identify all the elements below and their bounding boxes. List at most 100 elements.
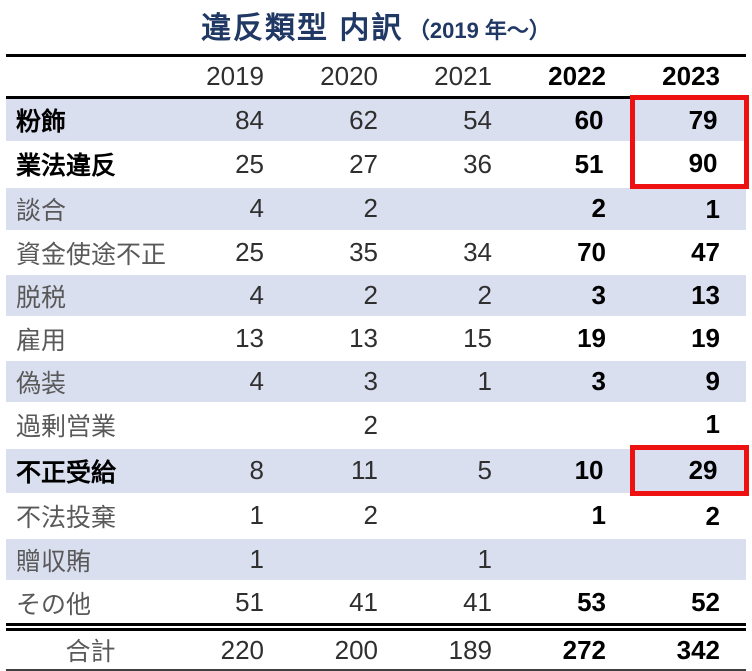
- cell: [404, 186, 518, 232]
- cell: 1: [176, 538, 290, 582]
- cell: 3: [290, 360, 404, 404]
- cell: [518, 538, 632, 582]
- table-row-zoshuwai: 贈収賄 1 1: [6, 538, 746, 582]
- total-cell: 220: [176, 623, 290, 670]
- total-cell: 272: [518, 623, 632, 670]
- table-row-gyoho-ihan: 業法違反 25 27 36 51 90: [6, 142, 749, 189]
- cell: 1: [632, 186, 746, 232]
- cell: [632, 538, 746, 582]
- cell: [518, 403, 632, 449]
- cell: 1: [404, 538, 518, 582]
- cell-highlighted: 29: [629, 445, 749, 496]
- table-row-sonota: その他 51 41 41 53 52: [6, 581, 746, 628]
- cell: 9: [632, 360, 746, 404]
- cell: 53: [518, 581, 632, 628]
- table-row-koyo: 雇用 13 13 15 19 19: [6, 317, 746, 361]
- row-label-header: [6, 55, 176, 99]
- year-column-header-2019: 2019: [176, 55, 290, 99]
- cell-highlighted: 79: [629, 95, 749, 143]
- cell: 36: [404, 142, 518, 188]
- cell: 2: [290, 403, 404, 449]
- page-title-main: 違反類型 内訳: [201, 12, 404, 45]
- cell: 10: [518, 447, 632, 495]
- year-column-header-2020: 2020: [290, 55, 404, 99]
- year-column-header-2021: 2021: [404, 55, 518, 99]
- cell: 2: [518, 186, 632, 232]
- row-label: 業法違反: [6, 142, 176, 188]
- table-row-shikin-shito-fusei: 資金使途不正 25 35 34 70 47: [6, 231, 746, 275]
- row-label: 脱税: [6, 274, 176, 318]
- year-column-header-2023: 2023: [632, 55, 746, 99]
- cell: 51: [176, 581, 290, 628]
- cell: [290, 538, 404, 582]
- cell: 1: [176, 493, 290, 539]
- row-label: その他: [6, 581, 176, 628]
- cell: 13: [176, 317, 290, 361]
- cell: 47: [632, 231, 746, 275]
- total-cell: 200: [290, 623, 404, 670]
- cell: 15: [404, 317, 518, 361]
- row-label: 粉飾: [6, 97, 176, 143]
- cell: 2: [290, 493, 404, 539]
- cell: 4: [176, 274, 290, 318]
- page-title: 違反類型 内訳 （2019 年～）: [0, 0, 752, 47]
- cell: 27: [290, 142, 404, 188]
- total-cell: 342: [632, 623, 746, 670]
- cell: 2: [632, 493, 746, 539]
- cell: 3: [518, 360, 632, 404]
- table-row-fusei-jukyu: 不正受給 8 11 5 10 29: [6, 445, 749, 496]
- cell: 54: [404, 97, 518, 143]
- table-row-datsuzei: 脱税 4 2 2 3 13: [6, 274, 746, 318]
- row-label: 過剰営業: [6, 403, 176, 449]
- table-row-funshoku: 粉飾 84 62 54 60 79: [6, 95, 749, 143]
- table-row-kajo-eigyo: 過剰営業 2 1: [6, 403, 746, 449]
- cell-highlighted: 90: [629, 142, 749, 189]
- cell: 34: [404, 231, 518, 275]
- cell: 52: [632, 581, 746, 628]
- cell: 3: [518, 274, 632, 318]
- cell: 5: [404, 447, 518, 495]
- cell: 62: [290, 97, 404, 143]
- cell: 84: [176, 97, 290, 143]
- row-label: 不正受給: [6, 447, 176, 495]
- cell: 35: [290, 231, 404, 275]
- cell: 11: [290, 447, 404, 495]
- cell: 13: [290, 317, 404, 361]
- header-row: 2019 2020 2021 2022 2023: [6, 55, 746, 99]
- row-label: 資金使途不正: [6, 231, 176, 275]
- cell: 25: [176, 231, 290, 275]
- row-label: 雇用: [6, 317, 176, 361]
- cell: 1: [518, 493, 632, 539]
- cell: 2: [290, 274, 404, 318]
- cell: 19: [518, 317, 632, 361]
- cell: 70: [518, 231, 632, 275]
- cell: 51: [518, 142, 632, 188]
- cell: 4: [176, 360, 290, 404]
- cell: 1: [404, 360, 518, 404]
- table-row-giso: 偽装 4 3 1 3 9: [6, 360, 746, 404]
- cell: 8: [176, 447, 290, 495]
- cell: 4: [176, 186, 290, 232]
- table-row-fuho-toki: 不法投棄 1 2 1 2: [6, 493, 746, 539]
- cell: 41: [404, 581, 518, 628]
- cell: 13: [632, 274, 746, 318]
- cell: [176, 403, 290, 449]
- table-row-total: 合計 220 200 189 272 342: [6, 623, 746, 670]
- row-label: 談合: [6, 186, 176, 232]
- violation-type-table: 2019 2020 2021 2022 2023 粉飾 84 62 54 60 …: [6, 54, 749, 671]
- page-title-paren: （2019 年～）: [407, 18, 551, 43]
- cell: 2: [290, 186, 404, 232]
- cell: 19: [632, 317, 746, 361]
- total-row-label: 合計: [6, 623, 176, 670]
- row-label: 偽装: [6, 360, 176, 404]
- cell: 25: [176, 142, 290, 188]
- cell: [404, 403, 518, 449]
- row-label: 贈収賄: [6, 538, 176, 582]
- cell: [404, 493, 518, 539]
- year-column-header-2022: 2022: [518, 55, 632, 99]
- cell: 2: [404, 274, 518, 318]
- cell: 41: [290, 581, 404, 628]
- row-label: 不法投棄: [6, 493, 176, 539]
- cell: 60: [518, 97, 632, 143]
- table-row-dango: 談合 4 2 2 1: [6, 186, 746, 232]
